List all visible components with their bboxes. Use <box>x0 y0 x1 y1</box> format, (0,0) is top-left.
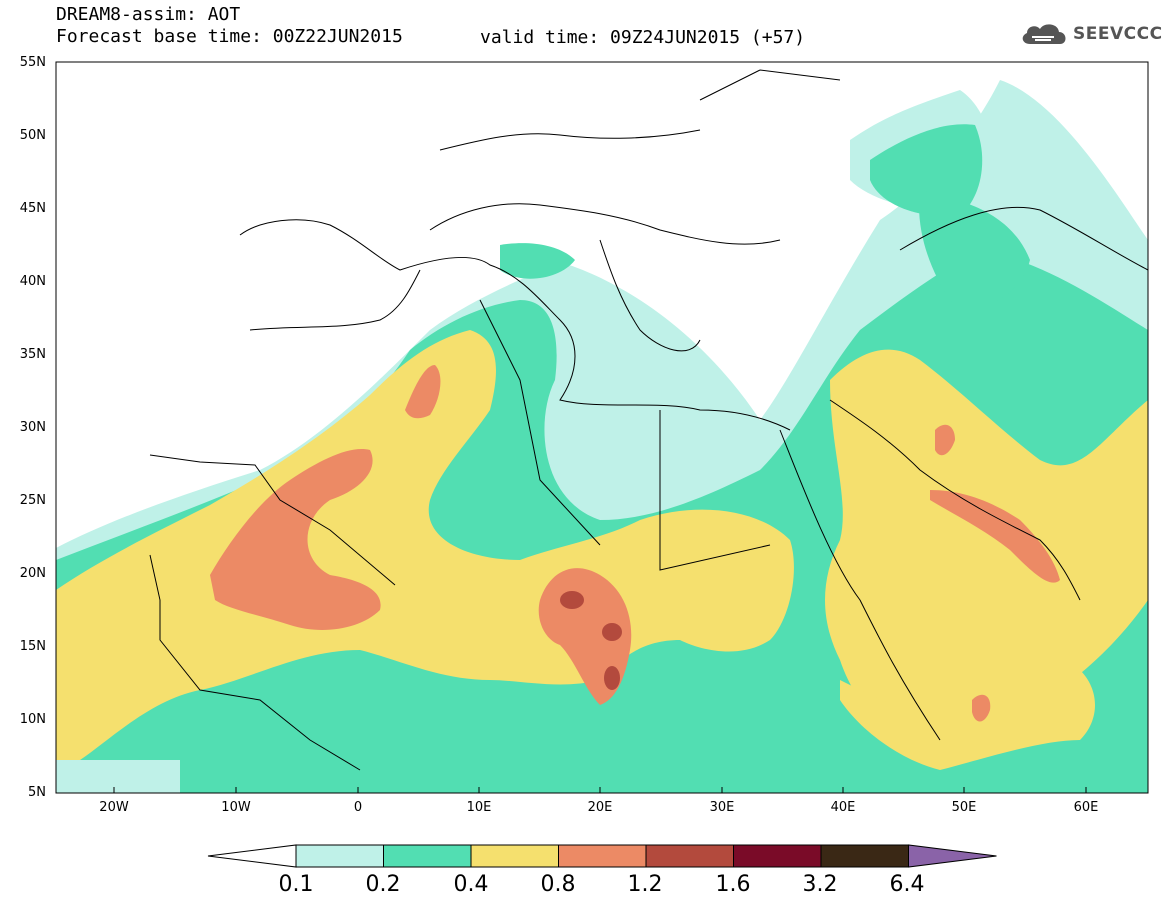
logo: SEEVCCC <box>1018 20 1163 48</box>
lat-label-45n: 45N <box>19 201 46 216</box>
grid-ticks <box>113 787 1087 793</box>
lon-label-0: 0 <box>353 800 363 815</box>
lat-label-15n: 15N <box>19 639 46 654</box>
cloud-icon <box>1022 24 1066 44</box>
logo-text: SEEVCCC <box>1073 24 1163 44</box>
lon-label-20w: 20W <box>99 800 129 815</box>
colorbar-label-0.8: 0.8 <box>540 872 576 897</box>
colorbar-arrow-low <box>207 844 297 868</box>
colorbar-box-1 <box>383 844 472 868</box>
colorbar-box-3 <box>558 844 647 868</box>
title-line-1: DREAM8-assim: AOT <box>56 4 241 25</box>
colorbar-box-5 <box>733 844 822 868</box>
lat-label-35n: 35N <box>19 347 46 362</box>
colorbar-label-3.2: 3.2 <box>802 872 838 897</box>
lat-label-50n: 50N <box>19 128 46 143</box>
colorbar-label-1.6: 1.6 <box>715 872 751 897</box>
lat-label-40n: 40N <box>19 274 46 289</box>
valid-time: valid time: 09Z24JUN2015 (+57) <box>480 27 806 48</box>
colorbar-label-6.4: 6.4 <box>889 872 925 897</box>
lon-label-10w: 10W <box>221 800 251 815</box>
colorbar-box-4 <box>645 844 734 868</box>
title-line-2: Forecast base time: 00Z22JUN2015 <box>56 26 403 47</box>
lon-label-30e: 30E <box>709 800 735 815</box>
colorbar-box-2 <box>470 844 559 868</box>
lon-label-20e: 20E <box>587 800 613 815</box>
lon-label-60e: 60E <box>1073 800 1099 815</box>
colorbar-box-0 <box>295 844 384 868</box>
lon-label-50e: 50E <box>951 800 977 815</box>
colorbar-box-6 <box>820 844 909 868</box>
lat-label-25n: 25N <box>19 493 46 508</box>
lon-label-10e: 10E <box>466 800 492 815</box>
lat-label-5n: 5N <box>28 785 46 800</box>
colorbar-label-1.2: 1.2 <box>627 872 663 897</box>
colorbar-label-0.4: 0.4 <box>453 872 489 897</box>
coastlines <box>149 69 1148 771</box>
lat-label-20n: 20N <box>19 566 46 581</box>
colorbar-label-0.2: 0.2 <box>365 872 401 897</box>
lon-label-40e: 40E <box>830 800 856 815</box>
aot-1.2-region <box>560 591 622 690</box>
colorbar-boxes <box>207 844 997 868</box>
lat-label-30n: 30N <box>19 420 46 435</box>
colorbar-label-0.1: 0.1 <box>278 872 314 897</box>
lat-label-10n: 10N <box>19 712 46 727</box>
colorbar-arrow-high <box>908 844 997 868</box>
lat-label-55n: 55N <box>19 55 46 70</box>
